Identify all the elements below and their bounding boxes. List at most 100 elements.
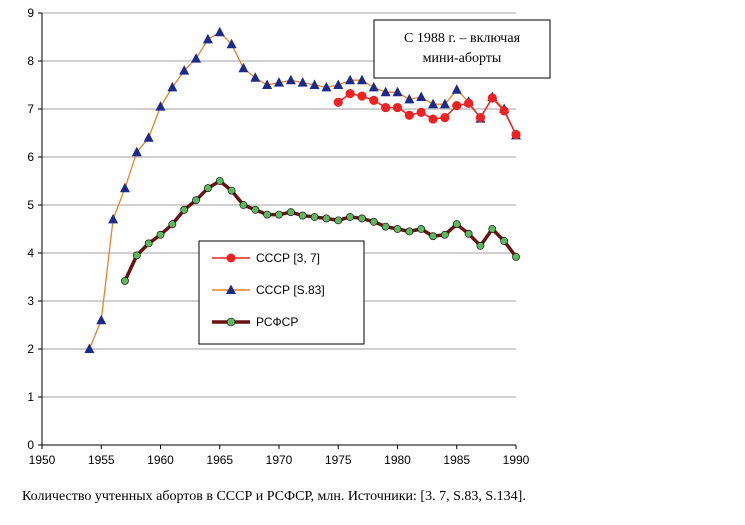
data-point bbox=[214, 26, 225, 37]
data-point bbox=[488, 225, 497, 233]
data-point bbox=[96, 314, 107, 325]
data-point bbox=[500, 237, 509, 245]
legend-item-rsfsr: РСФСР bbox=[212, 315, 298, 329]
data-point bbox=[346, 213, 354, 221]
data-point bbox=[440, 230, 449, 239]
data-point bbox=[226, 38, 237, 49]
x-tick-label: 1965 bbox=[206, 453, 233, 467]
data-point bbox=[156, 230, 165, 239]
data-point bbox=[369, 217, 378, 226]
x-tick-label: 1985 bbox=[443, 453, 470, 467]
x-tick-label: 1955 bbox=[88, 453, 115, 467]
annotation-box: С 1988 г. – включая мини-аборты bbox=[373, 19, 551, 79]
x-axis-ticks: 1950 1955 1960 1965 1970 1975 1980 1985 1990 bbox=[29, 445, 530, 467]
data-point bbox=[356, 74, 367, 85]
data-point bbox=[381, 222, 390, 231]
series-line bbox=[123, 179, 518, 282]
data-point bbox=[428, 98, 439, 109]
x-tick-label: 1990 bbox=[503, 453, 530, 467]
data-point bbox=[451, 84, 462, 94]
y-tick-label: 3 bbox=[27, 294, 34, 308]
data-point bbox=[168, 220, 177, 229]
y-tick-label: 1 bbox=[27, 390, 34, 404]
y-tick-label: 8 bbox=[27, 54, 34, 68]
figure-caption: Количество учтенных абортов в СССР и РСФ… bbox=[22, 489, 526, 504]
data-point bbox=[263, 210, 272, 219]
data-point bbox=[298, 211, 307, 220]
data-point bbox=[215, 177, 224, 185]
legend-label: РСФСР bbox=[256, 315, 298, 329]
data-point bbox=[84, 343, 95, 353]
data-point bbox=[392, 86, 403, 97]
data-point bbox=[321, 81, 332, 92]
y-tick-label: 2 bbox=[27, 342, 34, 356]
data-point bbox=[345, 74, 356, 85]
data-point bbox=[238, 62, 249, 73]
data-point bbox=[131, 146, 142, 157]
data-point bbox=[202, 33, 213, 44]
data-point bbox=[439, 98, 450, 109]
data-point bbox=[251, 205, 260, 214]
data-point bbox=[334, 216, 343, 225]
annotation-line-1: С 1988 г. – включая bbox=[404, 31, 521, 46]
data-point bbox=[121, 276, 129, 285]
data-point bbox=[381, 102, 391, 113]
data-point bbox=[227, 186, 236, 195]
data-point bbox=[512, 252, 520, 261]
data-point bbox=[369, 95, 379, 105]
data-point bbox=[499, 106, 509, 116]
data-point bbox=[191, 53, 202, 63]
data-point bbox=[167, 81, 178, 92]
data-point bbox=[417, 225, 426, 233]
data-point bbox=[404, 93, 415, 104]
gridlines bbox=[42, 12, 516, 398]
data-point bbox=[239, 201, 248, 209]
y-tick-label: 7 bbox=[27, 102, 34, 116]
y-tick-label: 6 bbox=[27, 150, 34, 164]
data-point bbox=[179, 65, 190, 75]
x-tick-label: 1970 bbox=[266, 453, 293, 467]
data-point bbox=[476, 241, 485, 250]
data-point bbox=[428, 114, 438, 124]
data-point bbox=[392, 102, 403, 113]
data-point bbox=[380, 86, 391, 97]
data-point bbox=[393, 225, 402, 233]
data-point bbox=[416, 91, 427, 101]
data-point bbox=[275, 210, 283, 219]
x-tick-label: 1960 bbox=[147, 453, 174, 467]
data-point bbox=[274, 77, 284, 87]
data-point bbox=[132, 251, 141, 260]
data-point bbox=[192, 196, 200, 205]
series-1 bbox=[84, 26, 521, 353]
series-layer bbox=[84, 26, 521, 353]
data-point bbox=[404, 110, 414, 120]
data-point bbox=[405, 227, 414, 236]
data-point bbox=[155, 101, 166, 111]
data-point bbox=[464, 98, 474, 108]
y-axis-ticks: 0 1 2 3 4 5 6 7 8 9 bbox=[27, 6, 42, 452]
data-point bbox=[286, 208, 295, 217]
data-point bbox=[475, 113, 486, 123]
series-line bbox=[337, 92, 517, 135]
data-point bbox=[203, 184, 212, 193]
data-point bbox=[309, 79, 320, 89]
legend-item-ussr-3-7: СССР [3, 7] bbox=[212, 251, 320, 265]
x-tick-label: 1950 bbox=[29, 453, 56, 467]
data-point bbox=[368, 81, 379, 92]
x-tick-label: 1980 bbox=[384, 453, 411, 467]
data-point bbox=[297, 77, 308, 87]
data-point bbox=[487, 93, 497, 103]
data-point bbox=[345, 89, 355, 99]
data-point bbox=[119, 182, 130, 193]
data-point bbox=[322, 214, 331, 223]
y-tick-label: 0 bbox=[27, 438, 34, 452]
data-point bbox=[108, 213, 119, 224]
data-point bbox=[358, 214, 366, 223]
data-point bbox=[416, 107, 426, 117]
data-point bbox=[144, 239, 153, 248]
data-point bbox=[452, 220, 461, 229]
data-point bbox=[250, 72, 261, 82]
legend-item-ussr-s83: СССР [S.83] bbox=[212, 283, 325, 297]
data-point bbox=[285, 74, 296, 85]
